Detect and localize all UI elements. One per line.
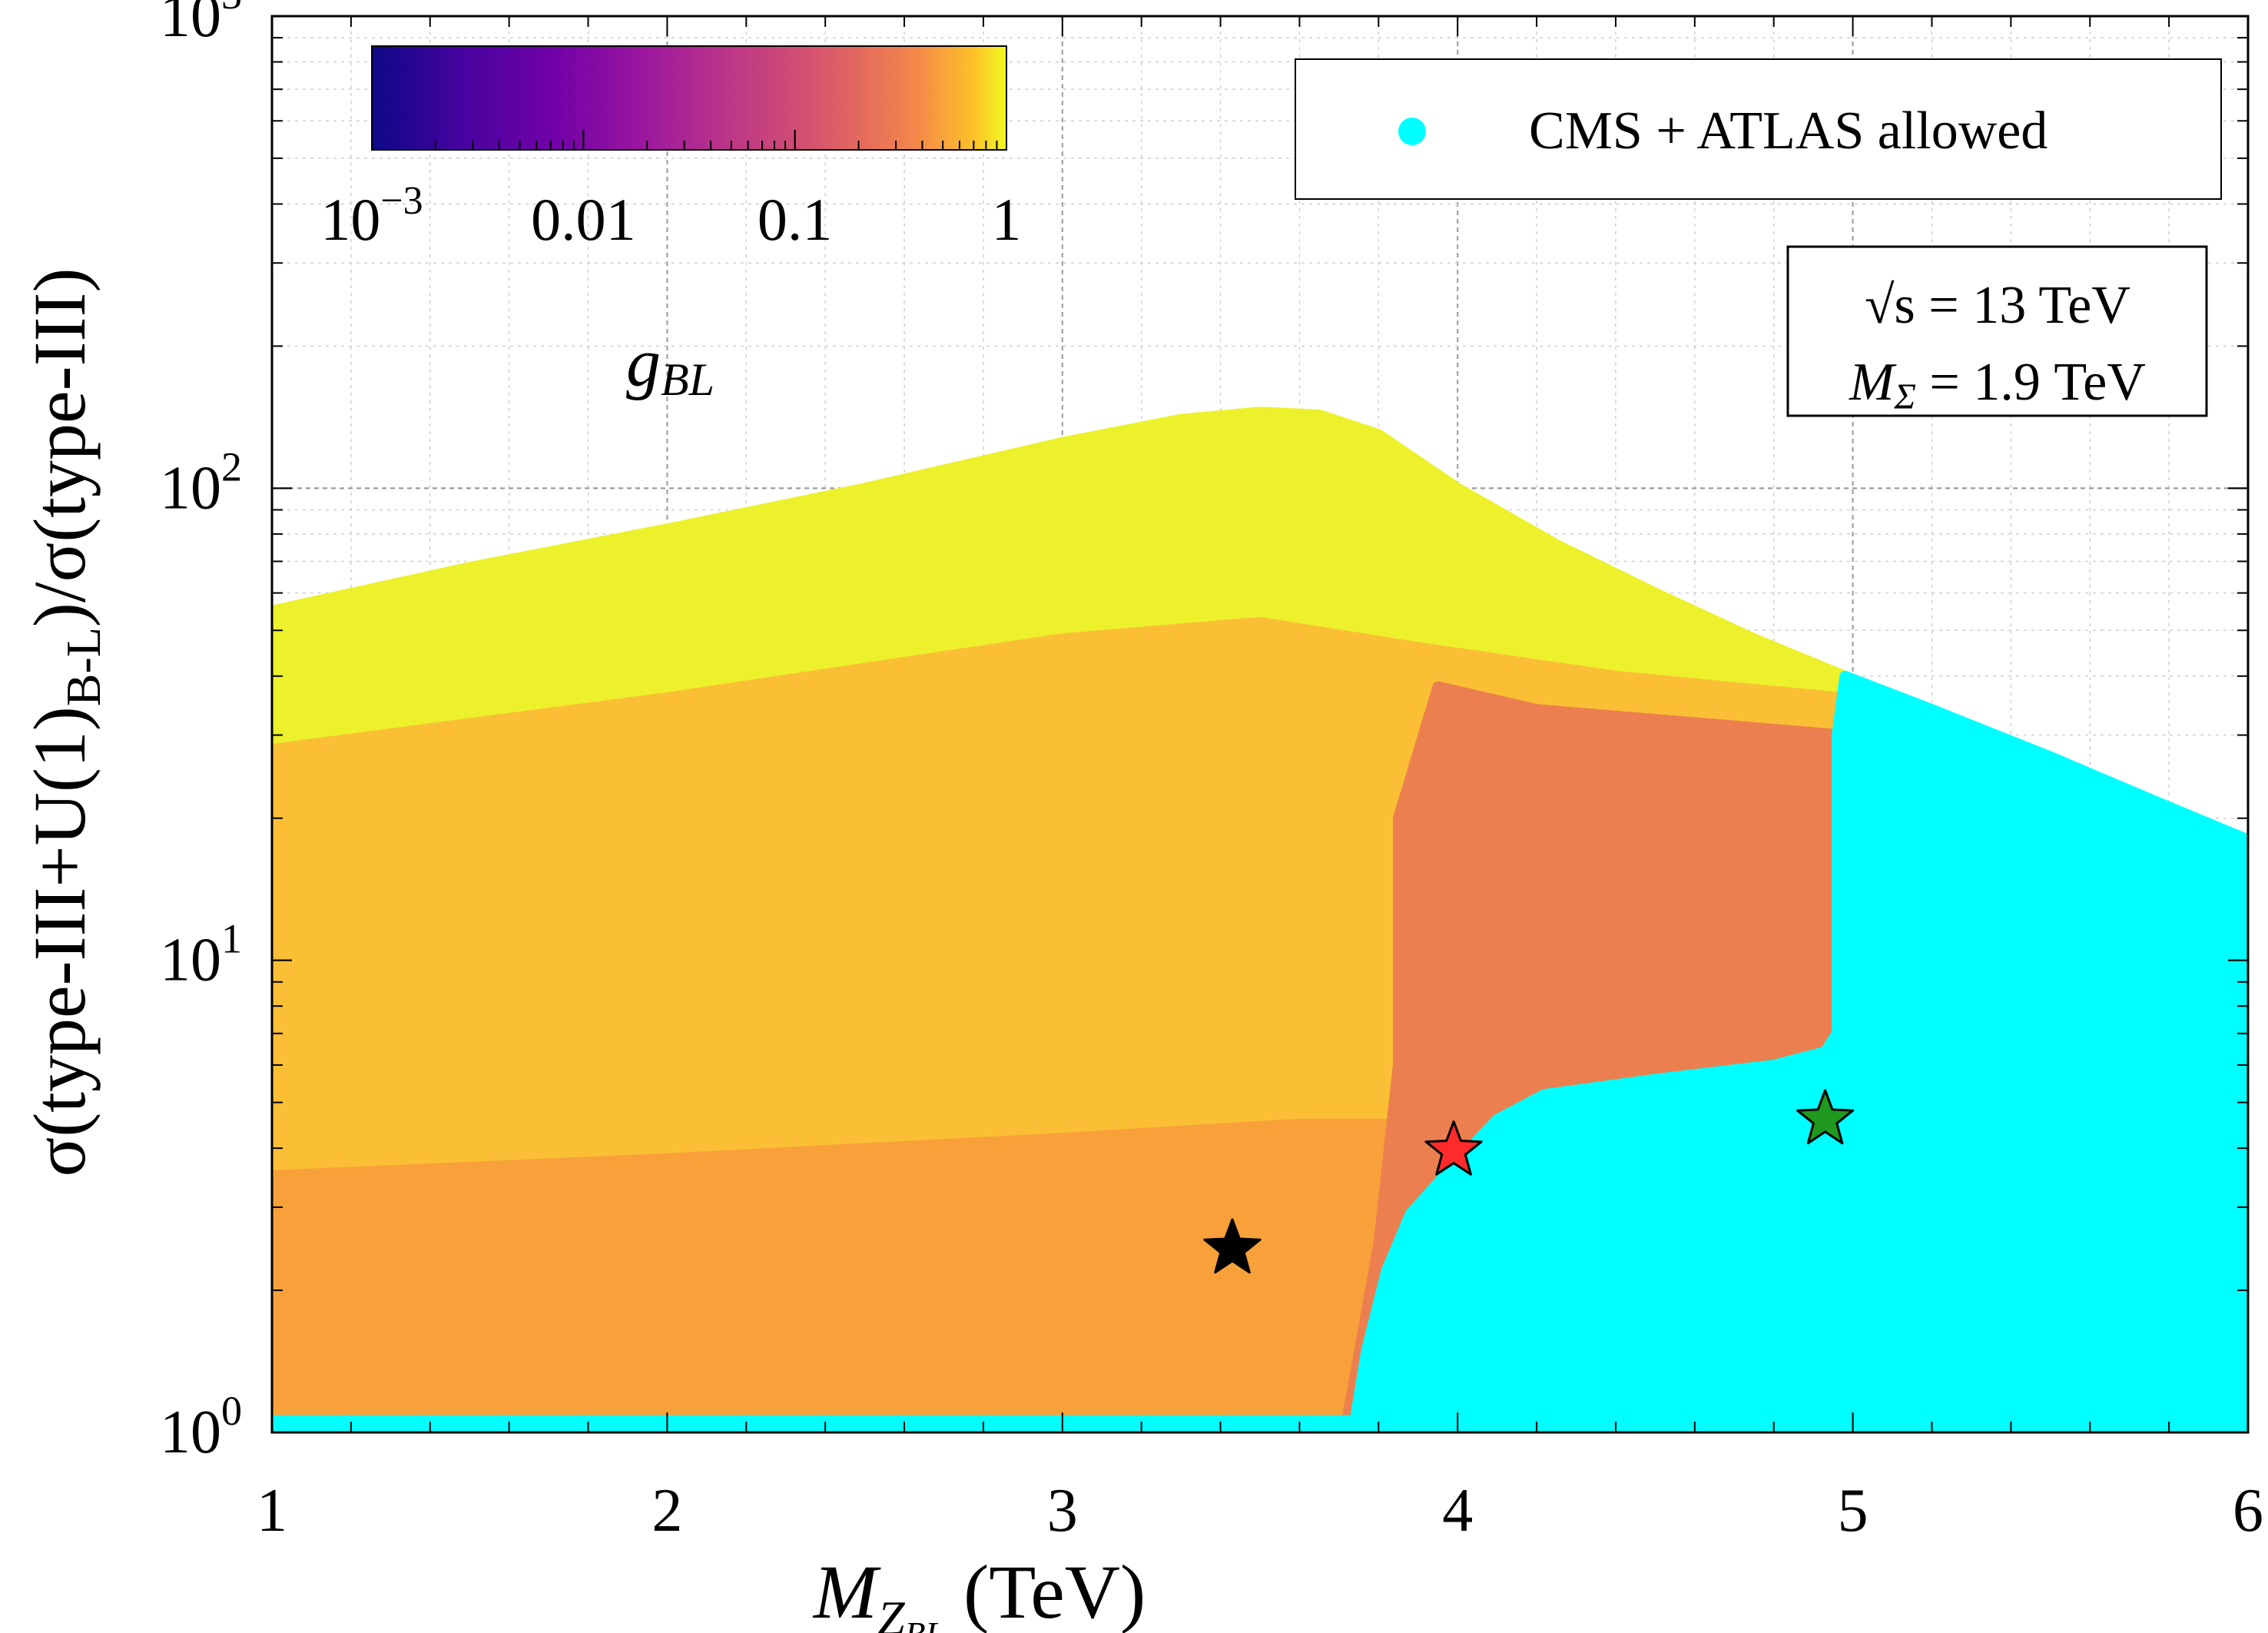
scan-regions (272, 407, 2248, 1432)
benchmark-star-1 (1424, 1120, 1483, 1176)
x-tick-label: 2 (652, 1477, 682, 1545)
colorbar-tick-label: 1 (992, 186, 1022, 253)
axis-ticks (271, 15, 2249, 1433)
annotation-frame (1786, 245, 2208, 417)
plot-frame (270, 15, 2250, 1434)
colorbar-tick-labels: 10−3 0.01 0.1 1 (320, 179, 1021, 253)
benchmark-points (1203, 1089, 1855, 1274)
y-tick-label: 101 (160, 916, 242, 994)
x-tick-label: 3 (1047, 1477, 1078, 1545)
y-tick-label: 100 (160, 1388, 242, 1466)
colorbar: 10−3 0.01 0.1 1 gBL (320, 45, 1022, 405)
colorbar-tick-label: 0.1 (758, 186, 833, 253)
colorbar-ticks (371, 130, 1007, 150)
x-tick-label: 6 (2233, 1477, 2263, 1545)
x-tick-label: 5 (1838, 1477, 1868, 1545)
colorbar-tick-label: 10−3 (320, 179, 423, 253)
x-axis-title: MZBL (TeV) (812, 1549, 1146, 1633)
annotation-mass: MΣ = 1.9 TeV (1849, 353, 2146, 417)
cms-atlas-allowed (272, 670, 2248, 1432)
legend: CMS + ATLAS allowed (1295, 58, 2222, 200)
colorbar-label: gBL (626, 325, 715, 405)
benchmark-star-0 (1203, 1218, 1262, 1274)
benchmark-star-2 (1796, 1089, 1855, 1145)
y-tick-label: 102 (160, 443, 242, 522)
y-tick-label: 103 (160, 0, 242, 50)
x-tick-label: 1 (257, 1477, 287, 1545)
y-axis-title: σ(type-III+U(1)B-L)/σ(type-III) (18, 268, 111, 1177)
annotation-box: √s = 13 TeV MΣ = 1.9 TeV (1786, 245, 2208, 417)
legend-box (1295, 58, 2222, 200)
scan-lower (272, 1118, 1404, 1428)
legend-marker (1398, 118, 1426, 145)
colorbar-gradient (371, 45, 1007, 151)
colorbar-tick-label: 0.01 (531, 186, 636, 253)
tick-labels: 1 2 3 4 5 6 100 101 102 103 (160, 0, 2263, 1545)
legend-label: CMS + ATLAS allowed (1529, 101, 2048, 161)
annotation-energy: √s = 13 TeV (1865, 276, 2130, 335)
x-tick-label: 4 (1442, 1477, 1473, 1545)
